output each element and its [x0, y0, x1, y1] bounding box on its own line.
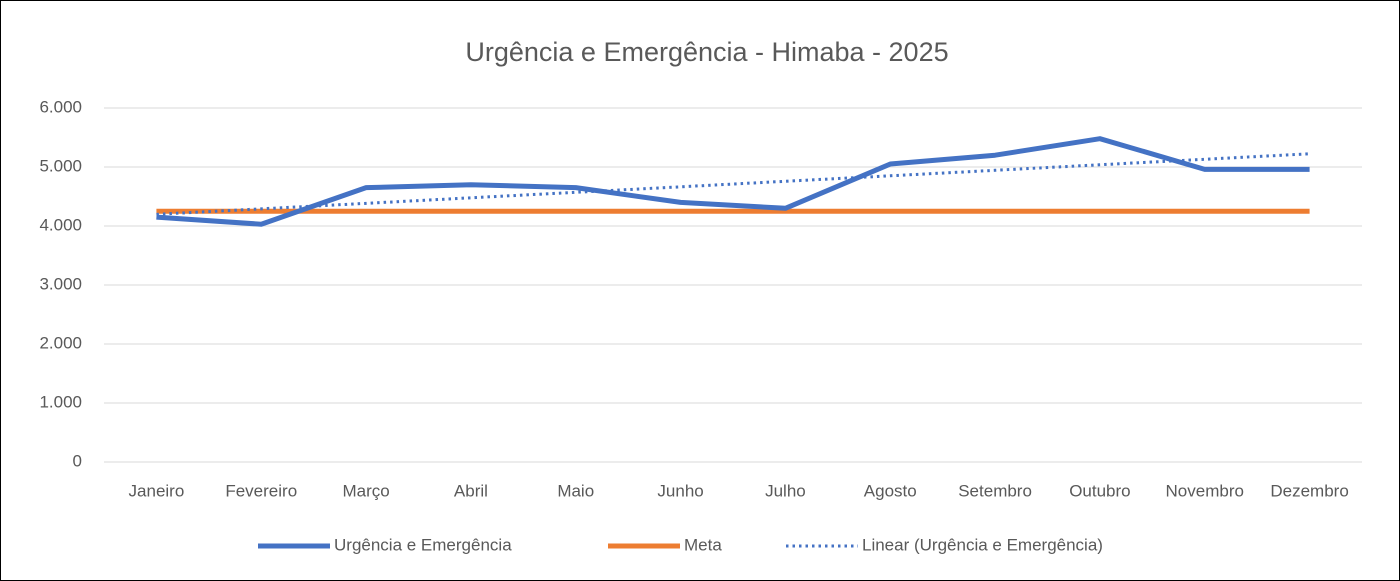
- legend-label: Urgência e Emergência: [334, 535, 512, 554]
- x-tick-label: Dezembro: [1270, 481, 1348, 500]
- x-tick-label: Fevereiro: [225, 481, 297, 500]
- x-tick-label: Março: [342, 481, 389, 500]
- x-tick-label: Outubro: [1069, 481, 1130, 500]
- y-tick-label: 1.000: [39, 392, 82, 411]
- x-tick-label: Abril: [454, 481, 488, 500]
- x-tick-label: Janeiro: [129, 481, 185, 500]
- chart-title: Urgência e Emergência - Himaba - 2025: [465, 37, 948, 67]
- y-tick-label: 4.000: [39, 215, 82, 234]
- y-tick-label: 5.000: [39, 156, 82, 175]
- legend-label: Meta: [684, 535, 722, 554]
- x-tick-label: Novembro: [1166, 481, 1244, 500]
- x-tick-label: Maio: [557, 481, 594, 500]
- x-tick-label: Agosto: [864, 481, 917, 500]
- y-tick-label: 6.000: [39, 97, 82, 116]
- series-line: [156, 136, 1310, 227]
- y-tick-label: 2.000: [39, 333, 82, 352]
- y-tick-label: 3.000: [39, 274, 82, 293]
- x-tick-label: Setembro: [958, 481, 1032, 500]
- y-tick-label: 0: [73, 451, 82, 470]
- legend-label: Linear (Urgência e Emergência): [862, 535, 1103, 554]
- x-tick-label: Julho: [765, 481, 806, 500]
- x-tick-label: Junho: [657, 481, 703, 500]
- series-line: [156, 152, 1310, 216]
